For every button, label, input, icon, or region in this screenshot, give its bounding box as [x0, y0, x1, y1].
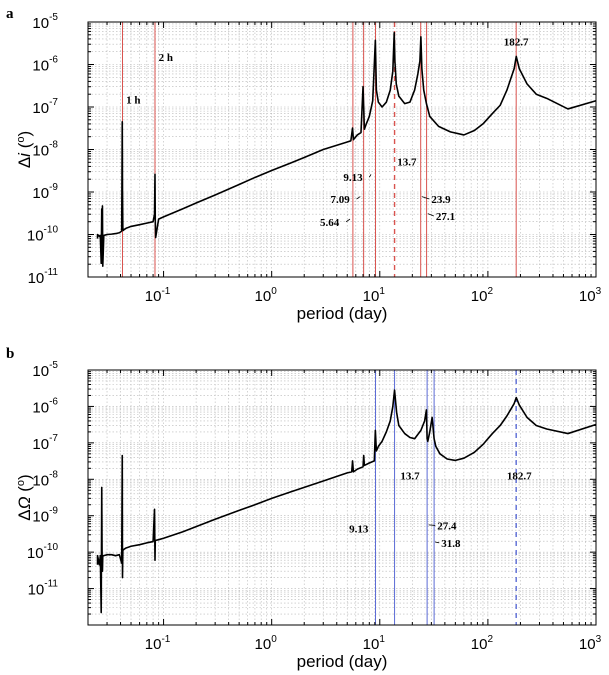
- panel-letter: b: [6, 346, 14, 362]
- period-annotation: 9.13: [349, 523, 369, 535]
- panel-b: b 10-1 100 101 102 103 10-11 10-10 10-9 10-8 10-7 1…: [6, 346, 602, 671]
- y-tick-label: 10-9: [32, 182, 58, 202]
- y-tick-label: 10-11: [28, 267, 59, 287]
- y-tick-label: 10-6: [32, 396, 58, 416]
- y-tick-label: 10-10: [27, 542, 59, 562]
- x-axis-title: period (day): [297, 304, 388, 323]
- y-tick-label: 10-7: [32, 97, 58, 117]
- x-tick-label: 100: [255, 634, 278, 653]
- y-tick-label: 10-5: [32, 12, 58, 32]
- x-tick-label: 103: [579, 634, 602, 653]
- period-annotation: 27.1: [436, 211, 455, 223]
- annotation-leader: [345, 218, 351, 223]
- period-annotation: 27.4: [437, 520, 457, 532]
- panel-letter: a: [6, 6, 14, 22]
- y-tick-label: 10-5: [32, 360, 58, 380]
- y-tick-label: 10-11: [28, 579, 59, 599]
- period-annotation: 2 h: [159, 52, 173, 64]
- data-series-line: [96, 389, 597, 614]
- x-tick-label: 10-1: [145, 634, 171, 653]
- y-tick-label: 10-6: [32, 55, 58, 75]
- y-tick-label: 10-8: [32, 140, 58, 160]
- annotation-leader: [427, 213, 434, 217]
- period-annotation: 23.9: [431, 194, 451, 206]
- period-annotation: 5.64: [320, 217, 340, 229]
- annotation-leader: [421, 196, 430, 200]
- period-annotation: 182.7: [507, 470, 532, 482]
- period-annotation: 182.7: [504, 36, 529, 48]
- y-tick-label: 10-10: [27, 225, 59, 245]
- grid: [88, 370, 596, 625]
- period-annotation: 31.8: [441, 538, 461, 550]
- x-axis-title: period (day): [297, 652, 388, 671]
- period-annotation: 7.09: [330, 194, 350, 206]
- axes-frame: [87, 369, 597, 626]
- period-annotation: 9.13: [343, 172, 363, 184]
- x-tick-label: 102: [471, 634, 494, 653]
- period-annotation: 1 h: [126, 95, 140, 107]
- x-tick-label: 10-1: [145, 286, 171, 305]
- y-tick-label: 10-7: [32, 433, 58, 453]
- x-tick-label: 100: [255, 286, 278, 305]
- x-tick-label: 102: [471, 286, 494, 305]
- annotation-leader: [428, 524, 436, 526]
- period-annotation: 13.7: [397, 157, 417, 169]
- y-axis-title: Δi (o): [15, 131, 34, 168]
- x-tick-label: 103: [579, 286, 602, 305]
- annotation-leader: [435, 541, 440, 544]
- annotation-leader: [368, 174, 372, 178]
- panel-a: a 10-1 100 101 102 103 10-11 10-10 10-9 10-8 10-7 1…: [6, 6, 602, 323]
- annotation-leader: [356, 196, 361, 200]
- x-tick-label: 101: [363, 634, 386, 653]
- data-series-line: [96, 31, 597, 267]
- y-tick-label: 10-9: [32, 506, 58, 526]
- y-tick-label: 10-8: [32, 469, 58, 489]
- y-axis-title: ΔΩ (o): [15, 474, 34, 520]
- period-annotation: 13.7: [400, 470, 420, 482]
- x-tick-label: 101: [363, 286, 386, 305]
